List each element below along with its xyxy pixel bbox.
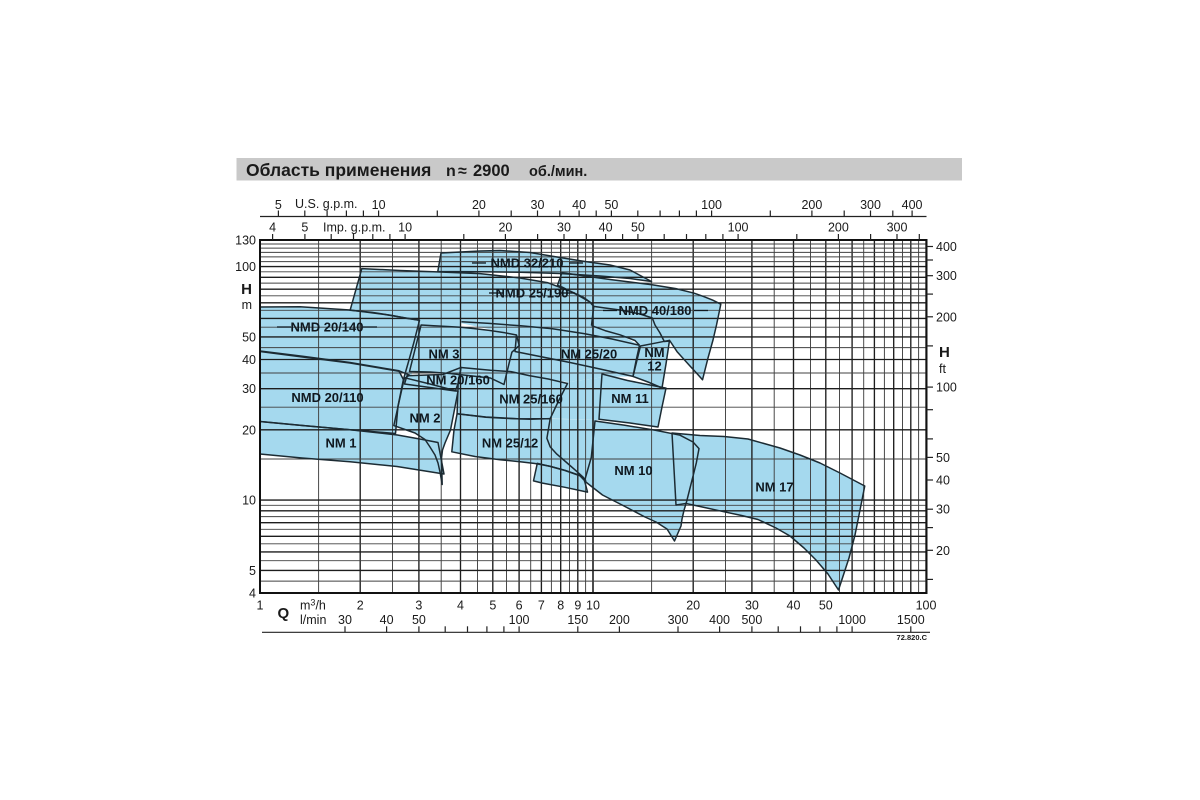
svg-text:H: H [241,281,252,298]
svg-text:100: 100 [916,599,937,613]
svg-text:NMD 20/110: NMD 20/110 [291,390,363,405]
svg-text:5: 5 [249,564,256,578]
svg-text:2: 2 [357,599,364,613]
svg-text:400: 400 [709,613,730,627]
svg-text:NMD 20/140: NMD 20/140 [291,320,364,335]
svg-text:30: 30 [338,613,352,627]
svg-text:40: 40 [380,613,394,627]
svg-text:5: 5 [489,599,496,613]
svg-text:NM 11: NM 11 [611,391,649,406]
svg-text:1: 1 [257,599,264,613]
svg-text:20: 20 [498,221,512,235]
svg-text:m: m [242,298,252,312]
svg-text:300: 300 [668,613,689,627]
svg-text:2900: 2900 [473,162,510,180]
svg-text:50: 50 [242,330,256,344]
svg-text:50: 50 [631,221,645,235]
svg-text:400: 400 [902,198,923,212]
svg-text:200: 200 [828,221,849,235]
svg-text:NM 25/20: NM 25/20 [561,347,617,362]
svg-text:10: 10 [242,494,256,508]
svg-text:20: 20 [686,599,700,613]
svg-text:50: 50 [936,451,950,465]
svg-text:100: 100 [936,381,957,395]
svg-text:200: 200 [609,613,630,627]
svg-text:50: 50 [604,198,618,212]
svg-text:130: 130 [235,234,256,248]
svg-text:1500: 1500 [897,613,925,627]
svg-text:300: 300 [860,198,881,212]
svg-text:ft: ft [939,362,946,376]
svg-text:40: 40 [572,198,586,212]
svg-text:200: 200 [936,310,957,324]
svg-text:U.S. g.p.m.: U.S. g.p.m. [295,197,358,211]
svg-text:4: 4 [269,221,276,235]
svg-text:10: 10 [372,198,386,212]
svg-text:7: 7 [538,599,545,613]
svg-text:6: 6 [516,599,523,613]
svg-text:150: 150 [567,613,588,627]
svg-text:4: 4 [457,599,464,613]
svg-text:NM 25/12: NM 25/12 [482,435,538,450]
svg-text:40: 40 [787,599,801,613]
svg-text:20: 20 [936,544,950,558]
svg-text:5: 5 [301,221,308,235]
svg-text:30: 30 [745,599,759,613]
svg-text:10: 10 [586,599,600,613]
svg-text:30: 30 [242,382,256,396]
svg-text:8: 8 [557,599,564,613]
svg-text:400: 400 [936,240,957,254]
svg-text:NM 10: NM 10 [614,463,652,478]
svg-text:10: 10 [398,221,412,235]
svg-text:NM 25/160: NM 25/160 [499,392,563,407]
svg-text:m3/h: m3/h [300,598,326,613]
svg-text:500: 500 [741,613,762,627]
svg-text:40: 40 [242,353,256,367]
svg-text:50: 50 [412,613,426,627]
svg-text:l/min: l/min [300,613,326,627]
svg-text:20: 20 [472,198,486,212]
svg-text:NM 2: NM 2 [409,411,440,426]
svg-text:50: 50 [819,599,833,613]
svg-text:30: 30 [557,221,571,235]
svg-text:72.820.C: 72.820.C [897,633,928,642]
svg-text:NM 20/160: NM 20/160 [426,373,490,388]
svg-text:≈: ≈ [458,163,467,180]
svg-text:300: 300 [936,269,957,283]
svg-text:NM 1: NM 1 [325,436,356,451]
svg-text:1000: 1000 [838,613,866,627]
svg-text:n: n [446,163,456,180]
svg-text:NMD 32/210: NMD 32/210 [491,256,564,271]
svg-text:100: 100 [701,198,722,212]
svg-text:NM 3: NM 3 [428,347,459,362]
svg-text:об./мин.: об./мин. [529,164,587,180]
svg-text:NM: NM [644,345,664,360]
svg-text:3: 3 [415,599,422,613]
svg-text:NMD 40/180: NMD 40/180 [619,303,692,318]
svg-text:200: 200 [801,198,822,212]
svg-text:Imp. g.p.m.: Imp. g.p.m. [323,221,386,235]
svg-text:300: 300 [887,221,908,235]
svg-text:100: 100 [728,221,749,235]
svg-text:100: 100 [235,260,256,274]
svg-text:20: 20 [242,423,256,437]
svg-text:Область применения: Область применения [246,160,431,180]
svg-text:12: 12 [647,359,661,374]
svg-text:4: 4 [249,587,256,601]
svg-text:30: 30 [936,503,950,517]
svg-text:30: 30 [531,198,545,212]
svg-text:100: 100 [509,613,530,627]
svg-text:5: 5 [275,198,282,212]
svg-text:Q: Q [278,605,290,622]
svg-text:NM 17: NM 17 [755,480,793,495]
svg-text:40: 40 [936,474,950,488]
svg-text:40: 40 [599,221,613,235]
svg-text:9: 9 [574,599,581,613]
svg-text:H: H [939,344,950,361]
svg-text:NMD 25/190: NMD 25/190 [496,286,569,301]
